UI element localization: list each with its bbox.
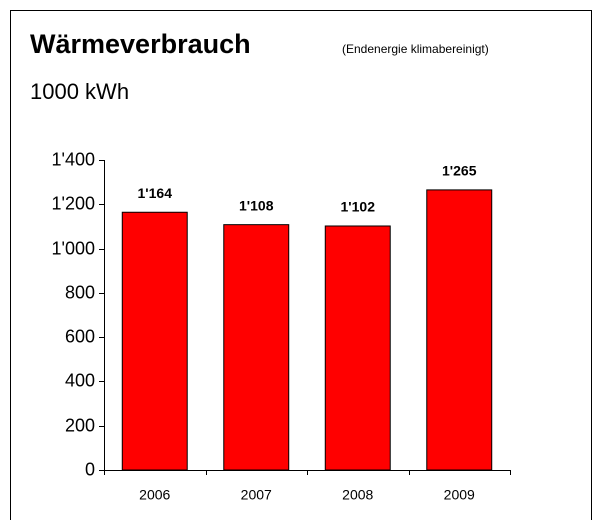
x-tick-label: 2009 bbox=[444, 487, 475, 503]
y-tick-label: 600 bbox=[65, 326, 95, 346]
bar bbox=[426, 189, 493, 471]
bar bbox=[121, 211, 188, 471]
y-tick-label: 1'000 bbox=[52, 238, 95, 258]
chart-title: Wärmeverbrauch bbox=[30, 29, 251, 59]
x-tick-label: 2007 bbox=[241, 487, 272, 503]
bar bbox=[324, 225, 391, 471]
y-tick-label: 1'400 bbox=[52, 149, 95, 169]
bar bbox=[223, 224, 290, 471]
data-label: 1'164 bbox=[138, 185, 173, 201]
y-tick-label: 400 bbox=[65, 370, 95, 390]
chart-subtitle: (Endenergie klimabereinigt) bbox=[342, 42, 489, 56]
x-tick-label: 2008 bbox=[342, 487, 373, 503]
x-tick-label: 2006 bbox=[139, 487, 170, 503]
y-axis-label: 1000 kWh bbox=[30, 79, 129, 104]
data-label: 1'102 bbox=[341, 199, 376, 215]
y-tick-label: 200 bbox=[65, 415, 95, 435]
data-label: 1'108 bbox=[239, 197, 274, 213]
y-tick-label: 1'200 bbox=[52, 193, 95, 213]
data-label: 1'265 bbox=[442, 163, 477, 179]
y-tick-label: 0 bbox=[85, 459, 95, 479]
y-tick-label: 800 bbox=[65, 282, 95, 302]
